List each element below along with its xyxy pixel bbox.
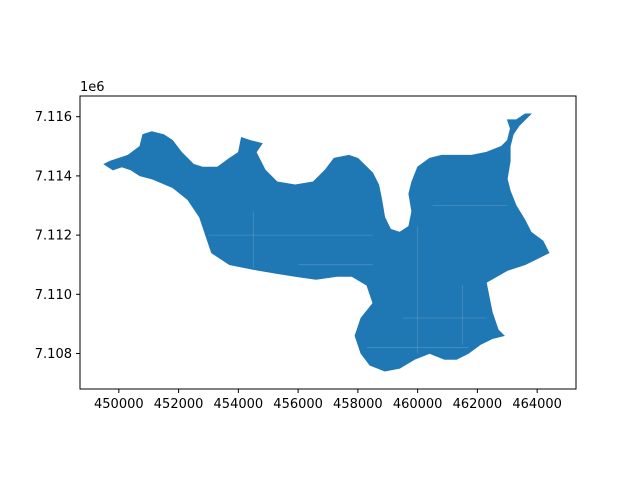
y-axis-ticks: 7.108 7.110 7.112 7.114 7.116 [35, 110, 80, 362]
y-tick-label: 7.110 [35, 288, 72, 303]
y-tick-label: 7.114 [35, 169, 72, 184]
y-tick-label: 7.116 [35, 110, 72, 125]
region-polygon [103, 113, 550, 372]
internal-boundaries [208, 205, 508, 354]
x-tick-label: 464000 [512, 397, 562, 412]
plot-area [103, 113, 550, 372]
y-tick-label: 7.108 [35, 347, 72, 362]
axes-frame [79, 95, 577, 390]
y-tick-label: 7.112 [35, 229, 72, 244]
y-axis-offset-label: 1e6 [80, 80, 105, 95]
x-axis-ticks: 450000 452000 454000 456000 458000 460000 4620… [94, 389, 562, 412]
x-tick-label: 450000 [94, 397, 144, 412]
x-tick-label: 456000 [273, 397, 323, 412]
x-tick-label: 462000 [453, 397, 503, 412]
x-tick-label: 454000 [214, 397, 264, 412]
x-tick-label: 460000 [393, 397, 443, 412]
x-tick-label: 452000 [154, 397, 204, 412]
x-tick-label: 458000 [333, 397, 383, 412]
